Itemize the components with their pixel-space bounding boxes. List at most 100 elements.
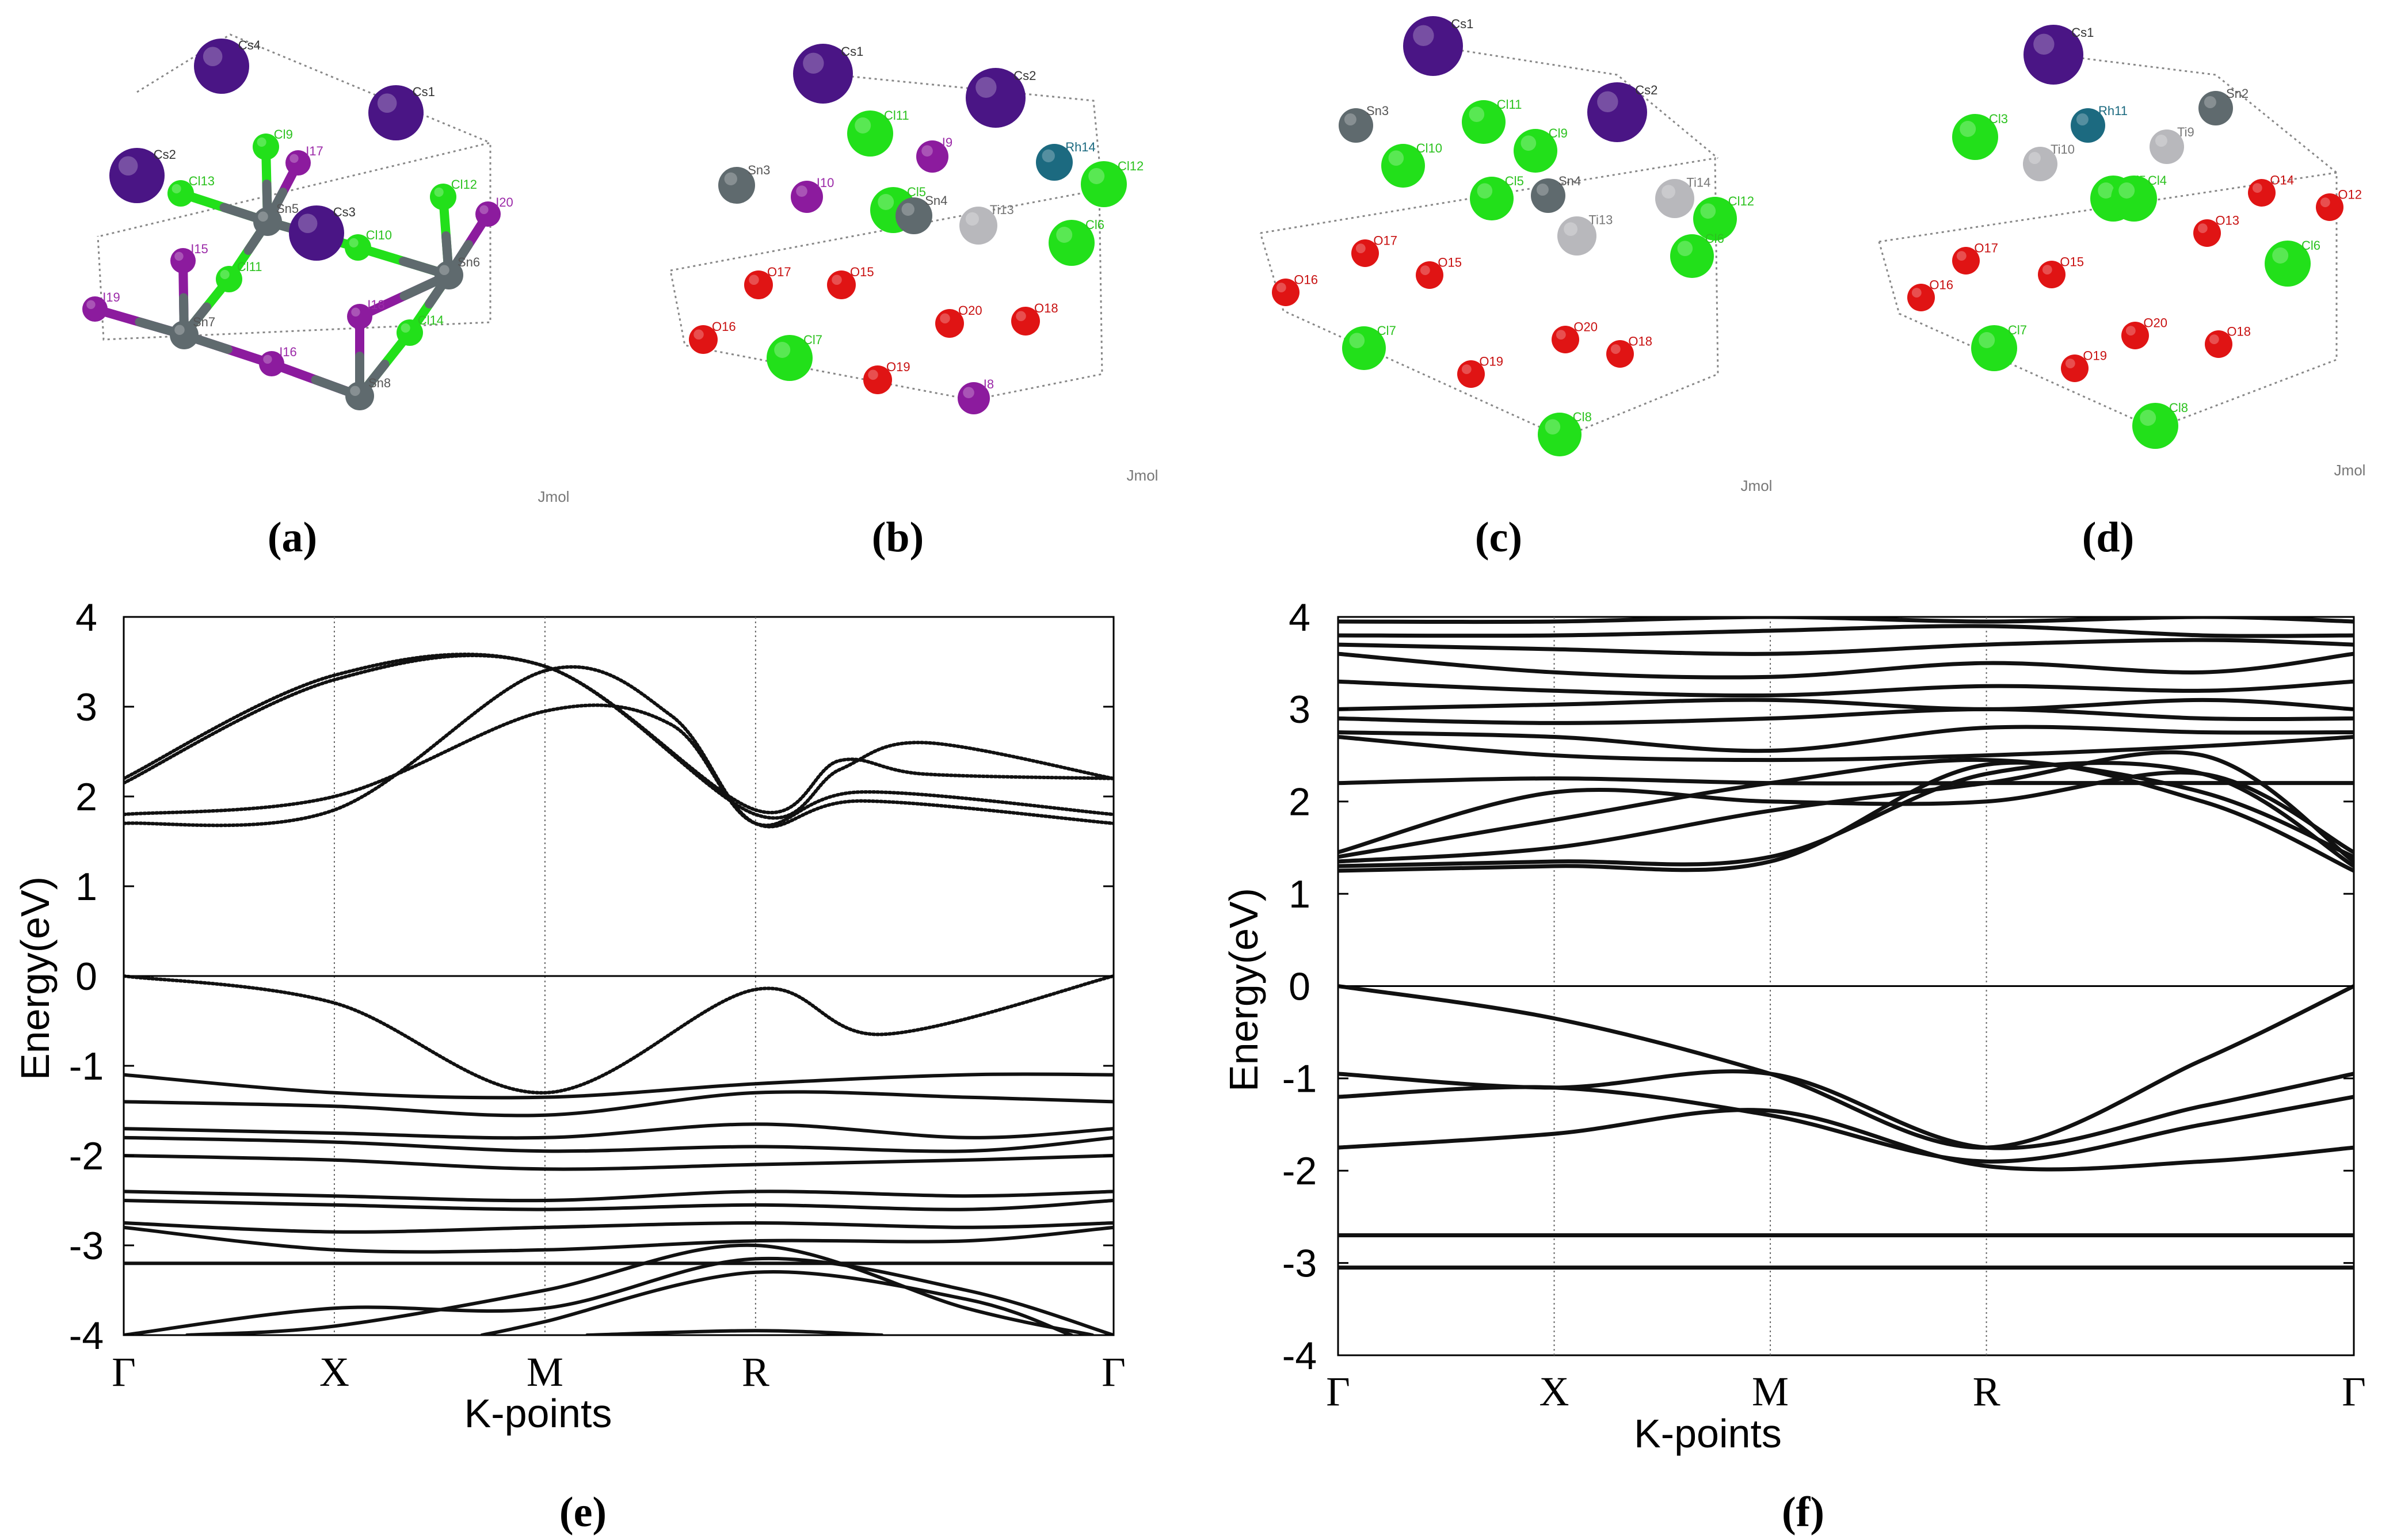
atom-highlight bbox=[1477, 183, 1493, 199]
atom-highlight bbox=[1344, 113, 1356, 125]
band-line bbox=[124, 1090, 1114, 1118]
band-line bbox=[1338, 757, 2354, 859]
band-line bbox=[124, 1225, 1114, 1254]
atom-label: Sn4 bbox=[1558, 174, 1581, 188]
atom-highlight bbox=[1545, 419, 1561, 434]
atom-sn3 bbox=[718, 167, 755, 204]
band-line bbox=[124, 1256, 1114, 1335]
atom-highlight bbox=[901, 203, 914, 216]
atom-label: Cs2 bbox=[154, 147, 176, 162]
kpoint-label: M bbox=[527, 1349, 563, 1395]
atom-highlight bbox=[86, 300, 96, 309]
y-tick-label: 1 bbox=[75, 865, 97, 909]
atom-highlight bbox=[1420, 265, 1430, 275]
atom-label: I18 bbox=[367, 298, 385, 312]
atom-highlight bbox=[1979, 332, 1995, 348]
atom-label: Cl3 bbox=[1989, 112, 2008, 126]
atom-label: Rh11 bbox=[2098, 104, 2128, 118]
atom-label: I19 bbox=[102, 290, 120, 304]
atom-highlight bbox=[832, 275, 842, 285]
atom-label: Cl8 bbox=[1573, 410, 1592, 424]
atom-o18 bbox=[1011, 307, 1040, 336]
atom-label: Cl9 bbox=[1549, 126, 1568, 140]
band-line bbox=[1338, 725, 2354, 753]
atom-o20 bbox=[935, 309, 964, 338]
y-tick-label: -3 bbox=[69, 1224, 104, 1268]
atom-o17 bbox=[1952, 247, 1980, 275]
atom-highlight bbox=[1597, 91, 1618, 112]
jmol-watermark-b: Jmol bbox=[1127, 467, 1159, 484]
atom-i9 bbox=[916, 140, 948, 173]
atom-sn7 bbox=[170, 321, 199, 349]
atom-cl7 bbox=[767, 335, 813, 381]
unit-cell-box bbox=[136, 33, 491, 144]
atom-cl11 bbox=[847, 110, 893, 157]
atom-cs2 bbox=[966, 68, 1026, 128]
atom-o13 bbox=[2193, 219, 2221, 247]
atom-cs1 bbox=[793, 44, 853, 104]
atom-highlight bbox=[1461, 364, 1472, 374]
band-line bbox=[124, 1122, 1114, 1140]
kpoint-label: R bbox=[742, 1349, 769, 1395]
atom-label: I16 bbox=[279, 345, 297, 359]
atom-highlight bbox=[1700, 203, 1716, 219]
molecule-panel-a: Cs4 Cs1 Cs2 Cs3 Cl9 I17 Cl13 Sn5 Cl12 I20 Cl10 Sn6 I… bbox=[82, 33, 513, 410]
atom-highlight bbox=[298, 214, 318, 234]
atom-o20 bbox=[1552, 326, 1579, 353]
y-tick-label: -4 bbox=[1282, 1334, 1317, 1378]
atom-cl7 bbox=[1971, 325, 2017, 371]
atom-label: Cs2 bbox=[1635, 83, 1657, 97]
unit-cell-box bbox=[822, 73, 1103, 190]
atom-label: Cl12 bbox=[1118, 159, 1144, 173]
atom-highlight bbox=[2140, 410, 2156, 426]
atom-ti14 bbox=[1655, 179, 1694, 218]
atom-cs2 bbox=[1587, 82, 1647, 142]
atom-cs2 bbox=[109, 148, 165, 203]
atom-label: Cs4 bbox=[238, 38, 261, 52]
atom-sn5 bbox=[253, 207, 282, 236]
atom-highlight bbox=[2155, 135, 2167, 147]
atom-label: O19 bbox=[2083, 349, 2107, 363]
atom-label: O17 bbox=[767, 265, 791, 279]
atom-label: Cl7 bbox=[2008, 323, 2027, 337]
band-line bbox=[124, 974, 1114, 1095]
atom-cl7 bbox=[1342, 326, 1386, 370]
molecule-panel-d: Cs1Sn2Cl3Rh11Ti9Ti10Cl5Cl4O14O12O13O17O1… bbox=[1878, 25, 2362, 449]
atom-highlight bbox=[2028, 152, 2041, 164]
atom-cl12 bbox=[1081, 161, 1127, 207]
molecule-panel-c: Cs1 Cs2 Sn3 Cl11 Cl9 Cl10 Cl5 Sn4 Ti14 Cl12 Ti13 Cl… bbox=[1259, 16, 1754, 456]
band-line bbox=[185, 1243, 1095, 1335]
kpoint-label: X bbox=[319, 1349, 349, 1395]
band-line bbox=[1338, 679, 2354, 698]
atom-label: Cl6 bbox=[2301, 238, 2320, 253]
band-line bbox=[480, 1270, 1073, 1335]
atom-cs1 bbox=[2023, 25, 2083, 85]
band-line bbox=[1338, 707, 2354, 725]
atom-label: Sn8 bbox=[368, 376, 391, 390]
atom-highlight bbox=[2042, 265, 2052, 275]
atom-cl13 bbox=[167, 180, 194, 207]
atom-cl6 bbox=[1670, 234, 1714, 278]
atom-cl5 bbox=[1470, 177, 1514, 220]
atom-highlight bbox=[2272, 247, 2289, 264]
band-line bbox=[1338, 697, 2354, 711]
unit-cell-box bbox=[1432, 45, 1718, 159]
atom-label: Cl8 bbox=[2169, 401, 2188, 415]
unit-cell-box bbox=[669, 189, 1103, 401]
band-line bbox=[124, 1072, 1114, 1100]
band-line bbox=[1338, 770, 2354, 855]
atom-o17 bbox=[744, 270, 773, 299]
atom-i17 bbox=[285, 150, 311, 176]
atom-highlight bbox=[1056, 227, 1073, 243]
atom-i18 bbox=[347, 304, 372, 329]
atom-ti9 bbox=[2150, 129, 2184, 164]
atom-highlight bbox=[963, 387, 974, 398]
band-line bbox=[1338, 624, 2354, 638]
y-tick-label: -3 bbox=[1282, 1241, 1317, 1285]
atom-label: Cl5 bbox=[1505, 174, 1524, 188]
atom-sn8 bbox=[345, 382, 374, 410]
atom-label: Cl9 bbox=[274, 127, 293, 142]
atom-sn2 bbox=[2198, 91, 2233, 125]
atom-highlight bbox=[2320, 197, 2330, 207]
